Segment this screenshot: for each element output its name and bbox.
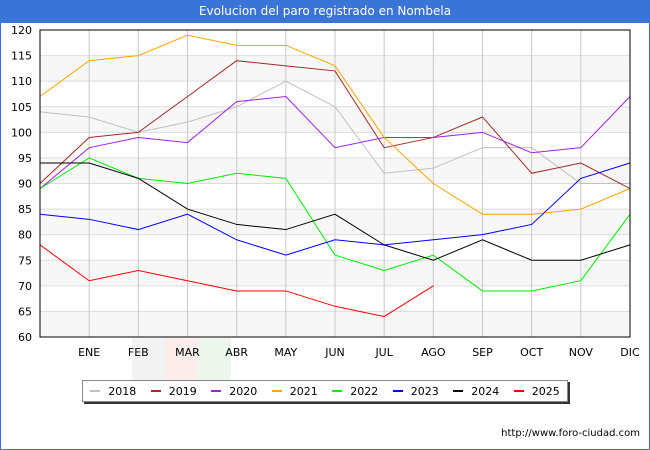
legend-label: 2024 — [471, 384, 500, 398]
x-tick-label: FEB — [128, 346, 149, 359]
legend-swatch — [332, 390, 343, 392]
source-url[interactable]: http://www.foro-ciudad.com — [501, 428, 640, 439]
legend-item-2022: 2022 — [332, 385, 378, 398]
legend-label: 2021 — [289, 384, 318, 398]
legend-swatch — [211, 390, 222, 392]
y-tick-label: 100 — [11, 126, 32, 139]
y-tick-label: 120 — [11, 24, 32, 37]
legend-label: 2022 — [350, 384, 379, 398]
legend-swatch — [271, 390, 282, 392]
legend-item-2020: 2020 — [211, 385, 257, 398]
chart-legend: 2018 2019 2020 2021 2022 2023 2024 2025 — [82, 380, 568, 402]
legend-swatch — [392, 390, 403, 392]
x-tick-label: NOV — [569, 346, 594, 359]
y-tick-label: 60 — [18, 331, 32, 344]
x-tick-label: SEP — [472, 346, 493, 359]
line-chart: 60 65 70 75 80 85 90 95 100 105 110 115 120 ENE FEB MA… — [11, 24, 640, 380]
chart-title: Evolucion del paro registrado en Nombela — [0, 0, 650, 23]
legend-label: 2023 — [410, 384, 439, 398]
legend-swatch — [453, 390, 464, 392]
legend-item-2021: 2021 — [271, 384, 318, 398]
x-tick-label: AGO — [421, 346, 446, 359]
plot-border — [39, 29, 631, 338]
y-tick-label: 105 — [11, 101, 32, 114]
y-tick-label: 65 — [18, 305, 32, 318]
y-tick-label: 70 — [18, 280, 32, 293]
y-tick-label: 90 — [18, 178, 32, 191]
legend-label: 2018 — [108, 384, 137, 398]
x-tick-label: ABR — [225, 346, 248, 359]
x-tick-label: JUL — [374, 346, 393, 359]
legend-label: 2025 — [531, 384, 560, 398]
y-tick-label: 95 — [18, 152, 32, 165]
legend-label: 2020 — [229, 384, 258, 398]
legend-item-2025: 2025 — [513, 384, 560, 398]
legend-item-2023: 2023 — [392, 384, 439, 398]
flag-watermark — [132, 338, 231, 380]
x-tick-label: DIC — [620, 346, 640, 359]
x-tick-label: OCT — [520, 346, 543, 359]
legend-item-2024: 2024 — [453, 385, 499, 398]
y-tick-label: 110 — [11, 75, 32, 88]
series-2025 — [39, 244, 434, 318]
y-tick-label: 80 — [18, 229, 32, 242]
legend-swatch — [150, 390, 161, 392]
legend-item-2019: 2019 — [150, 384, 197, 398]
y-tick-label: 85 — [18, 203, 32, 216]
legend-label: 2019 — [168, 384, 197, 398]
legend-swatch — [90, 390, 101, 392]
x-tick-label: ENE — [78, 346, 100, 359]
x-tick-label: MAR — [175, 346, 200, 359]
x-tick-label: JUN — [324, 346, 345, 359]
y-tick-label: 115 — [11, 50, 32, 63]
x-tick-label: MAY — [274, 346, 297, 359]
legend-item-2018: 2018 — [90, 385, 136, 398]
legend-swatch — [513, 390, 524, 392]
y-tick-label: 75 — [18, 254, 32, 267]
